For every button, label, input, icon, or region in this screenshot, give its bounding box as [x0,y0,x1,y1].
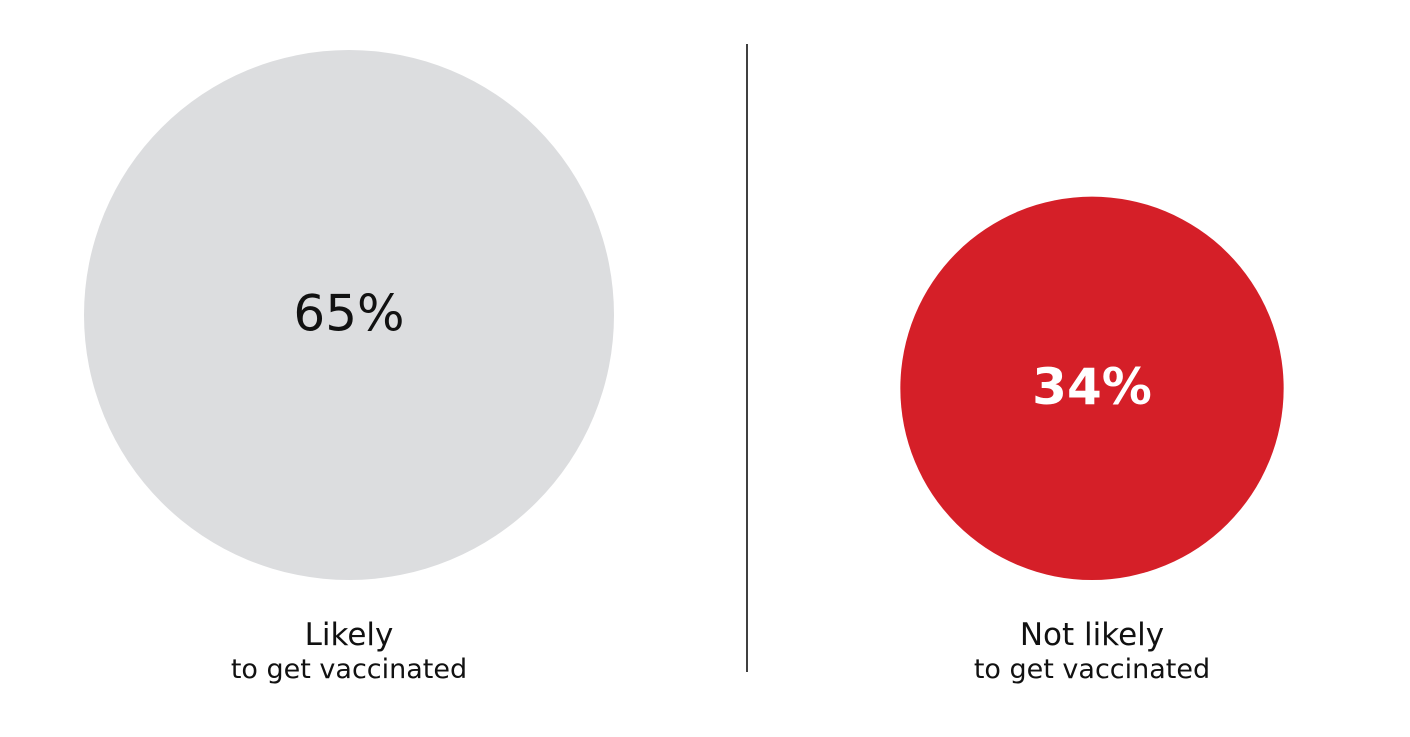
category-sublabel-1: to get vaccinated [974,654,1210,685]
category-label-1: Not likely [1020,617,1164,653]
bubble-1 [900,196,1284,580]
value-label-1: 34% [1032,358,1152,416]
bubble-0 [84,50,614,580]
category-sublabel-0: to get vaccinated [231,654,467,685]
value-label-0: 65% [293,285,404,343]
category-label-0: Likely [305,617,394,653]
bubbles: 65% 34% [84,50,1284,580]
